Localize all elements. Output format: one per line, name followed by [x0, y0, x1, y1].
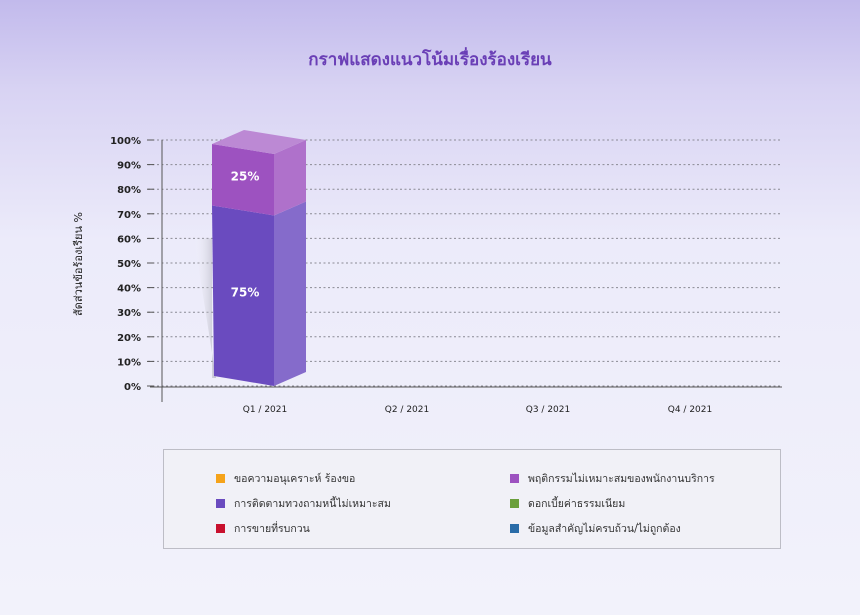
- bar-segment-side: [274, 140, 306, 216]
- y-tick-label: 10%: [117, 357, 141, 368]
- y-tick-label: 70%: [117, 210, 141, 221]
- y-tick-label: 30%: [117, 308, 141, 319]
- y-tick-label: 40%: [117, 284, 141, 295]
- y-tick-label: 0%: [124, 382, 141, 393]
- bar-segment-front: [212, 205, 274, 386]
- legend-swatch: [510, 499, 519, 508]
- x-tick-label: Q4 / 2021: [668, 405, 712, 415]
- y-tick-label: 50%: [117, 259, 141, 270]
- legend-swatch: [510, 524, 519, 533]
- chart-plot: สัดส่วนข้อร้องเรียน % 0% 10% 20% 30% 40% 50% 6…: [72, 130, 782, 415]
- chart-title: กราฟแสดงแนวโน้มเรื่องร้องเรียน: [308, 50, 552, 70]
- legend-swatch: [216, 524, 225, 533]
- legend-swatch: [216, 474, 225, 483]
- bar-shadow: [194, 238, 216, 378]
- legend-swatch: [510, 474, 519, 483]
- y-tick-label: 90%: [117, 161, 141, 172]
- legend-swatch: [216, 499, 225, 508]
- y-tick-label: 20%: [117, 333, 141, 344]
- legend-item: การขายที่รบกวน: [216, 520, 310, 537]
- legend: ขอความอนุเคราะห์ ร้องขอ พฤติกรรมไม่เหมาะส…: [163, 449, 781, 549]
- legend-label: ข้อมูลสำคัญไม่ครบถ้วน/ไม่ถูกต้อง: [528, 523, 681, 535]
- bar-segment-side: [274, 201, 306, 386]
- legend-label: ขอความอนุเคราะห์ ร้องขอ: [234, 473, 356, 485]
- y-tick-label: 80%: [117, 185, 141, 196]
- y-axis-label: สัดส่วนข้อร้องเรียน %: [72, 212, 85, 316]
- bar-top-face: [212, 130, 306, 154]
- legend-item: ขอความอนุเคราะห์ ร้องขอ: [216, 470, 355, 487]
- bar-segment-front: [212, 144, 274, 216]
- legend-item: การติดตามทวงถามหนี้ไม่เหมาะสม: [216, 495, 391, 512]
- x-tick-label: Q3 / 2021: [526, 405, 570, 415]
- legend-item: ดอกเบี้ยค่าธรรมเนียม: [510, 495, 625, 512]
- legend-label: ดอกเบี้ยค่าธรรมเนียม: [528, 498, 626, 510]
- data-label: 75%: [231, 285, 260, 299]
- y-tick-label: 60%: [117, 234, 141, 245]
- legend-item: ข้อมูลสำคัญไม่ครบถ้วน/ไม่ถูกต้อง: [510, 520, 681, 537]
- legend-label: พฤติกรรมไม่เหมาะสมของพนักงานบริการ: [528, 473, 715, 485]
- data-label: 25%: [231, 169, 260, 183]
- legend-label: การขายที่รบกวน: [234, 523, 310, 535]
- legend-item: พฤติกรรมไม่เหมาะสมของพนักงานบริการ: [510, 470, 715, 487]
- x-tick-label: Q1 / 2021: [243, 405, 287, 415]
- y-tick-label: 100%: [110, 136, 141, 147]
- legend-label: การติดตามทวงถามหนี้ไม่เหมาะสม: [234, 498, 391, 510]
- x-tick-label: Q2 / 2021: [385, 405, 429, 415]
